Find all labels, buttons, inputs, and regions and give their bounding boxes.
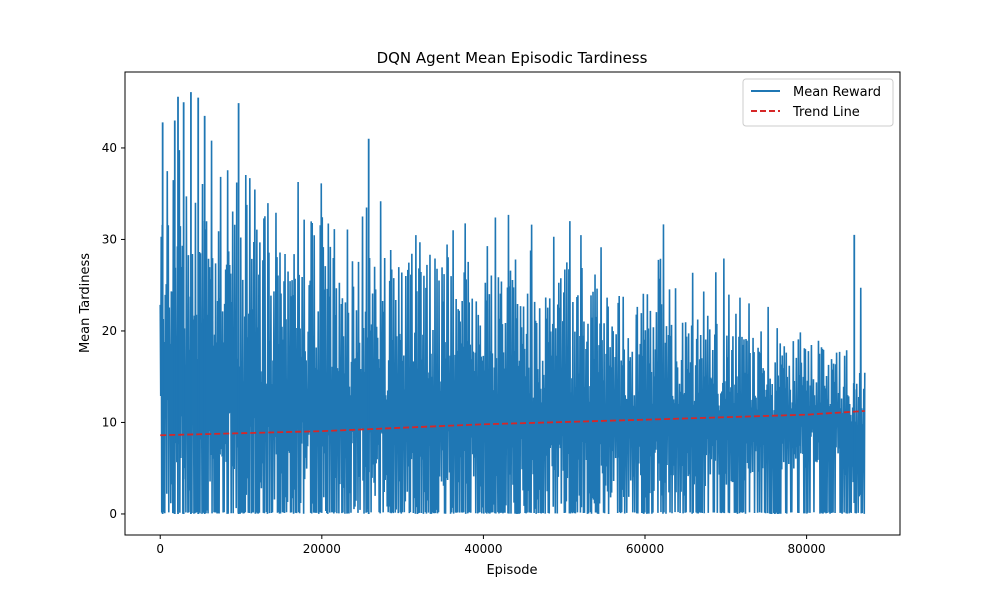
series-mean-reward — [159, 92, 866, 514]
y-tick-label: 10 — [102, 415, 117, 429]
y-tick-label: 30 — [102, 232, 117, 246]
y-axis-ticks: 0 10 20 30 40 — [102, 141, 125, 521]
x-tick-label: 80000 — [788, 542, 826, 556]
y-tick-label: 20 — [102, 324, 117, 338]
mean-reward-line — [159, 140, 866, 514]
legend-label-mean-reward: Mean Reward — [793, 85, 881, 100]
plot-area — [159, 92, 866, 514]
legend: Mean Reward Trend Line — [742, 78, 894, 127]
x-tick-label: 40000 — [464, 542, 502, 556]
legend-box — [742, 78, 894, 127]
x-tick-label: 20000 — [303, 542, 341, 556]
y-axis-label: Mean Tardiness — [78, 253, 93, 353]
x-tick-label: 0 — [156, 542, 164, 556]
plot-frame — [124, 71, 901, 536]
y-tick-label: 40 — [102, 141, 117, 155]
x-axis-ticks: 0 20000 40000 60000 80000 — [156, 535, 826, 556]
chart-title: DQN Agent Mean Episodic Tardiness — [377, 49, 648, 67]
x-axis-label: Episode — [486, 563, 537, 578]
legend-label-trend-line: Trend Line — [792, 105, 860, 120]
y-tick-label: 0 — [109, 507, 117, 521]
x-tick-label: 60000 — [626, 542, 664, 556]
